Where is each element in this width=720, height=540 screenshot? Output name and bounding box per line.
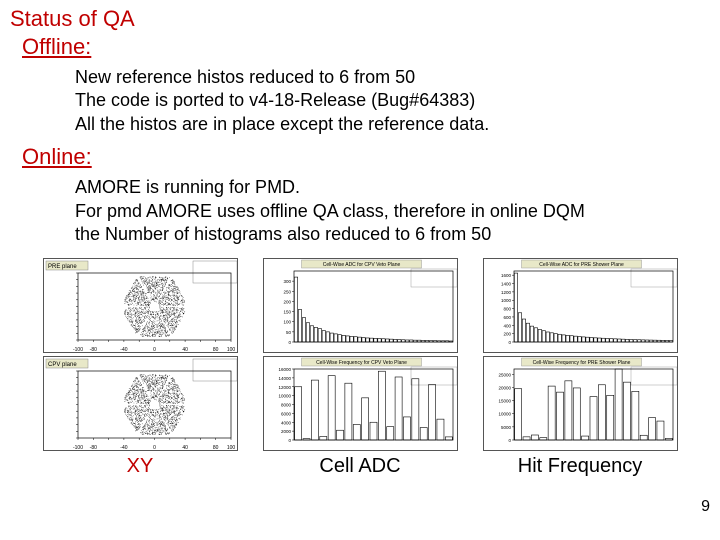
chart-column: PRE plane -100 -80 -40 0 40 80 100 CPV plane -100… bbox=[43, 258, 238, 451]
svg-text:20000: 20000 bbox=[498, 386, 511, 391]
svg-text:80: 80 bbox=[212, 445, 218, 451]
svg-text:Cell-Wise ADC for PRE Shower P: Cell-Wise ADC for PRE Shower Plane bbox=[539, 262, 624, 268]
svg-text:100: 100 bbox=[226, 445, 235, 451]
svg-text:0: 0 bbox=[153, 445, 156, 451]
offline-line-2: The code is ported to v4-18-Release (Bug… bbox=[75, 90, 475, 110]
page-number: 9 bbox=[701, 498, 710, 516]
svg-text:1400: 1400 bbox=[500, 282, 511, 287]
bar-panel: Cell-Wise Frequency for PRE Shower Plane… bbox=[483, 356, 678, 451]
svg-text:PRE plane: PRE plane bbox=[48, 264, 77, 270]
svg-text:Cell-Wise Frequency for CPV Ve: Cell-Wise Frequency for CPV Veto Plane bbox=[316, 360, 407, 366]
svg-text:300: 300 bbox=[283, 279, 291, 284]
svg-text:10000: 10000 bbox=[278, 394, 291, 399]
svg-text:600: 600 bbox=[503, 315, 511, 320]
svg-text:0: 0 bbox=[508, 438, 511, 443]
scatter-panel: PRE plane -100 -80 -40 0 40 80 100 bbox=[43, 258, 238, 353]
svg-text:16000: 16000 bbox=[278, 367, 291, 372]
bar-panel: Cell-Wise ADC for CPV Veto Plane 0 50 100 15… bbox=[263, 258, 458, 353]
chart-column: Cell-Wise ADC for PRE Shower Plane 0 200 40… bbox=[483, 258, 678, 451]
bar-panel: Cell-Wise Frequency for CPV Veto Plane 0 2… bbox=[263, 356, 458, 451]
chart-column: Cell-Wise ADC for CPV Veto Plane 0 50 100 15… bbox=[263, 258, 458, 451]
label-hit: Hit Frequency bbox=[480, 455, 680, 478]
svg-text:15000: 15000 bbox=[498, 399, 511, 404]
svg-text:250: 250 bbox=[283, 290, 291, 295]
offline-header: Offline: bbox=[0, 32, 720, 64]
svg-text:-80: -80 bbox=[89, 347, 96, 353]
svg-text:0: 0 bbox=[153, 347, 156, 353]
svg-text:0: 0 bbox=[508, 340, 511, 345]
svg-text:80: 80 bbox=[212, 347, 218, 353]
svg-text:25000: 25000 bbox=[498, 373, 511, 378]
svg-text:-40: -40 bbox=[120, 445, 127, 451]
svg-text:6000: 6000 bbox=[280, 412, 291, 417]
svg-text:400: 400 bbox=[503, 324, 511, 329]
online-line-1: AMORE is running for PMD. bbox=[75, 177, 300, 197]
svg-text:200: 200 bbox=[503, 332, 511, 337]
svg-text:1200: 1200 bbox=[500, 290, 511, 295]
offline-line-3: All the histos are in place except the r… bbox=[75, 114, 489, 134]
svg-text:150: 150 bbox=[283, 310, 291, 315]
svg-text:40: 40 bbox=[182, 445, 188, 451]
svg-text:-40: -40 bbox=[120, 347, 127, 353]
online-header: Online: bbox=[0, 142, 720, 174]
label-adc: Cell ADC bbox=[260, 455, 460, 478]
svg-text:12000: 12000 bbox=[278, 385, 291, 390]
svg-text:50: 50 bbox=[285, 330, 291, 335]
svg-text:-100: -100 bbox=[72, 445, 82, 451]
svg-text:0: 0 bbox=[288, 340, 291, 345]
svg-text:Cell-Wise Frequency for PRE Sh: Cell-Wise Frequency for PRE Shower Plane bbox=[532, 360, 630, 366]
offline-line-1: New reference histos reduced to 6 from 5… bbox=[75, 67, 415, 87]
chart-row: PRE plane -100 -80 -40 0 40 80 100 CPV plane -100… bbox=[0, 252, 720, 451]
svg-text:4000: 4000 bbox=[280, 421, 291, 426]
offline-text: New reference histos reduced to 6 from 5… bbox=[0, 64, 600, 142]
bar-panel: Cell-Wise ADC for PRE Shower Plane 0 200 40… bbox=[483, 258, 678, 353]
online-text: AMORE is running for PMD. For pmd AMORE … bbox=[0, 174, 600, 252]
svg-text:1000: 1000 bbox=[500, 299, 511, 304]
svg-text:800: 800 bbox=[503, 307, 511, 312]
svg-text:Cell-Wise ADC for CPV Veto Pla: Cell-Wise ADC for CPV Veto Plane bbox=[322, 262, 400, 268]
svg-text:-80: -80 bbox=[89, 445, 96, 451]
svg-text:-100: -100 bbox=[72, 347, 82, 353]
chart-labels-row: XY Cell ADC Hit Frequency bbox=[0, 451, 720, 478]
svg-text:2000: 2000 bbox=[280, 429, 291, 434]
svg-text:8000: 8000 bbox=[280, 403, 291, 408]
svg-text:14000: 14000 bbox=[278, 376, 291, 381]
scatter-panel: CPV plane -100 -80 -40 0 40 80 100 bbox=[43, 356, 238, 451]
svg-text:40: 40 bbox=[182, 347, 188, 353]
page-title: Status of QA bbox=[0, 0, 720, 32]
svg-text:1600: 1600 bbox=[500, 274, 511, 279]
label-xy: XY bbox=[40, 455, 240, 478]
svg-text:10000: 10000 bbox=[498, 412, 511, 417]
svg-text:200: 200 bbox=[283, 300, 291, 305]
svg-text:CPV plane: CPV plane bbox=[48, 362, 77, 368]
svg-text:100: 100 bbox=[226, 347, 235, 353]
svg-text:100: 100 bbox=[283, 320, 291, 325]
svg-text:0: 0 bbox=[288, 438, 291, 443]
online-line-2: For pmd AMORE uses offline QA class, the… bbox=[75, 201, 585, 244]
svg-text:5000: 5000 bbox=[500, 425, 511, 430]
